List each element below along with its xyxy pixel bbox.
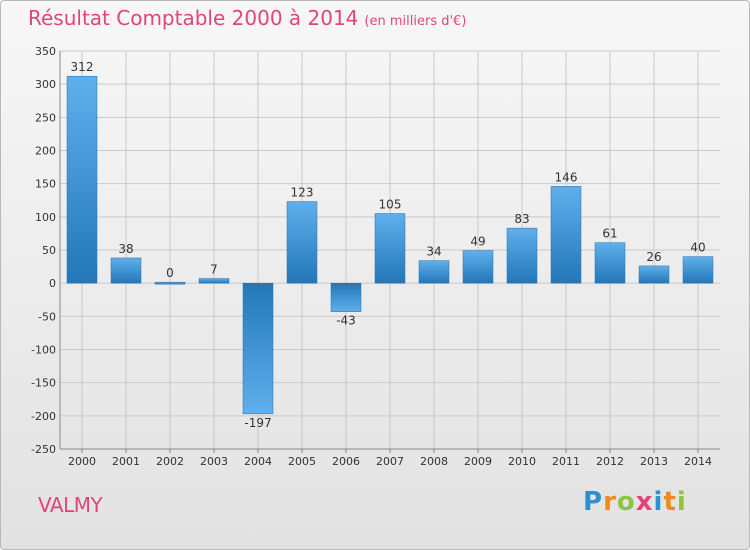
y-tick-label: 100 <box>35 211 56 224</box>
bar <box>594 242 626 284</box>
data-label: 0 <box>166 266 174 280</box>
y-tick-label: 300 <box>35 78 56 91</box>
logo-letter: x <box>635 487 654 517</box>
logo-letter: t <box>663 487 677 517</box>
bar <box>550 186 582 284</box>
data-label: 312 <box>71 60 94 74</box>
bar <box>506 227 538 284</box>
label-layer: 312 38 0 7 -197 123 -43 105 34 49 83 146 61 26 40 <box>71 60 706 430</box>
logo-letter: r <box>603 487 617 517</box>
bar <box>110 257 142 284</box>
data-label: 146 <box>555 170 578 184</box>
x-tick-label: 2007 <box>376 455 404 468</box>
commune-name: VALMY <box>38 493 103 517</box>
bar <box>286 201 318 284</box>
bar <box>198 278 230 284</box>
data-label: -43 <box>336 314 356 328</box>
data-label: 123 <box>291 186 314 200</box>
bar <box>242 282 274 415</box>
data-label: 83 <box>514 212 529 226</box>
x-tick-label: 2010 <box>508 455 536 468</box>
bar <box>154 281 186 285</box>
bar <box>330 282 362 312</box>
x-tick-label: 2011 <box>552 455 580 468</box>
x-tick-label: 2004 <box>244 455 272 468</box>
data-label: 40 <box>690 241 705 255</box>
bar <box>682 256 714 284</box>
data-label: 61 <box>602 227 617 241</box>
y-tick-label: -150 <box>31 377 56 390</box>
bar-layer <box>66 75 714 415</box>
x-tick-label: 2005 <box>288 455 316 468</box>
axis-layer: 350 300 250 200 150 100 50 0 -50 -100 -150 -200 -250… <box>31 45 720 468</box>
y-tick-label: 0 <box>49 277 56 290</box>
chart-title-text: Résultat Comptable 2000 à 2014 <box>28 6 359 30</box>
x-tick-label: 2006 <box>332 455 360 468</box>
y-tick-label: 150 <box>35 178 56 191</box>
logo-letter: o <box>616 487 636 517</box>
x-tick-label: 2000 <box>68 455 96 468</box>
logo-letter: i <box>653 487 664 517</box>
y-tick-label: -250 <box>31 443 56 456</box>
y-tick-label: 50 <box>42 244 56 257</box>
logo-letter: i <box>676 487 687 517</box>
data-label: 7 <box>210 263 218 277</box>
chart-title: Résultat Comptable 2000 à 2014 (en millie… <box>28 6 466 30</box>
x-tick-label: 2003 <box>200 455 228 468</box>
data-label: 34 <box>426 245 441 259</box>
bar <box>462 250 494 284</box>
x-tick-label: 2008 <box>420 455 448 468</box>
chart-title-unit: (en milliers d'€) <box>364 14 467 29</box>
y-tick-label: 200 <box>35 145 56 158</box>
y-tick-label: -200 <box>31 410 56 423</box>
y-tick-label: -100 <box>31 344 56 357</box>
bar <box>374 213 406 284</box>
y-tick-label: 350 <box>35 45 56 58</box>
bar <box>66 75 98 284</box>
bar <box>638 265 670 284</box>
x-tick-label: 2013 <box>640 455 668 468</box>
data-label: -197 <box>244 416 271 430</box>
x-tick-label: 2001 <box>112 455 140 468</box>
data-label: 38 <box>118 242 133 256</box>
y-tick-label: 250 <box>35 111 56 124</box>
data-label: 49 <box>470 235 485 249</box>
x-tick-label: 2009 <box>464 455 492 468</box>
data-label: 26 <box>646 250 661 264</box>
x-tick-label: 2014 <box>684 455 712 468</box>
x-tick-label: 2012 <box>596 455 624 468</box>
x-tick-label: 2002 <box>156 455 184 468</box>
proxiti-logo[interactable]: Proxiti <box>583 487 687 517</box>
y-tick-label: -50 <box>38 310 56 323</box>
logo-letter: P <box>583 487 604 517</box>
bar <box>418 260 450 284</box>
data-label: 105 <box>379 198 402 212</box>
